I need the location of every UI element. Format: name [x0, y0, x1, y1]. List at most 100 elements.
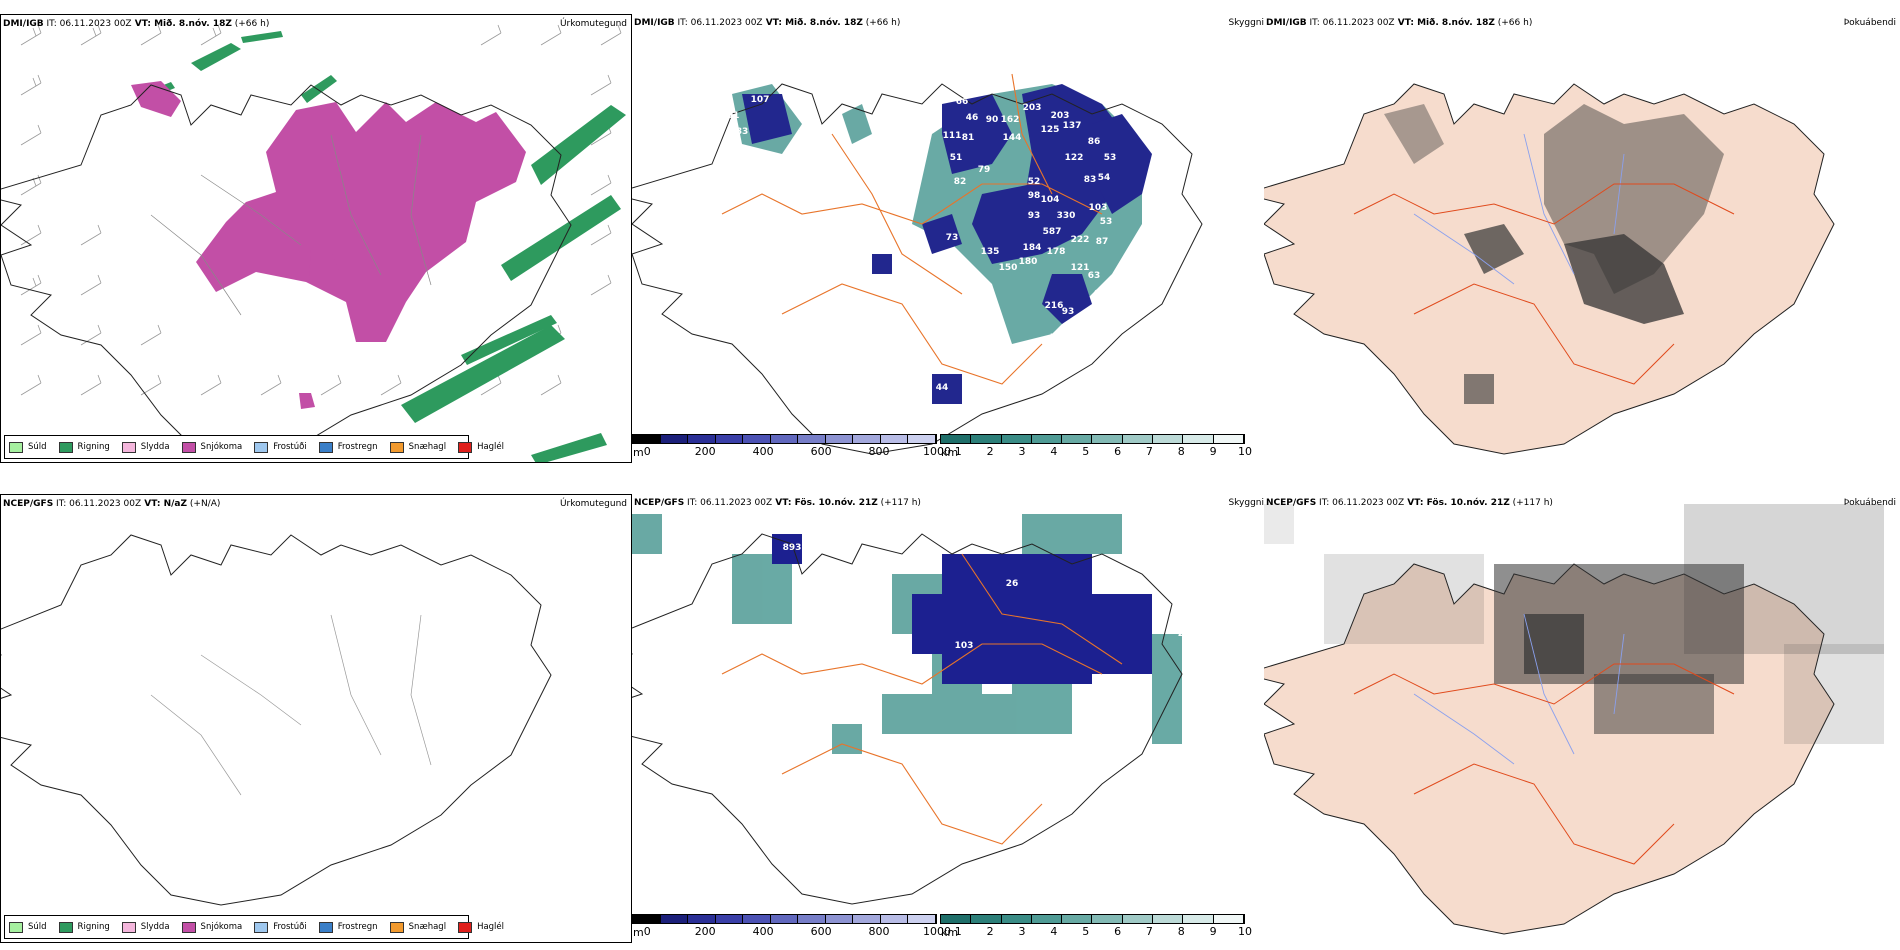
legend-label: Frostúði: [273, 922, 307, 932]
colorbar-segment: [660, 915, 689, 923]
cloudbase-value-label: 86: [1088, 137, 1101, 147]
legend-swatch: [389, 921, 404, 933]
colorbar-segment: [688, 915, 716, 923]
legend-swatch: [318, 441, 333, 453]
colorbar-segment: [1183, 435, 1214, 443]
colorbar-ramp: [940, 914, 1245, 924]
panel-gfs-fog: NCEP/GFS IT: 06.11.2023 00Z VT: Fös. 10.…: [1264, 494, 1900, 943]
cloudbase-value-label: 26: [1006, 579, 1019, 589]
rivers: [150, 614, 432, 796]
colorbar-tick-label: 8: [1177, 445, 1185, 458]
colorbar-segment: [1213, 435, 1244, 443]
cloudbase-unit: m: [633, 446, 644, 459]
legend-swatch: [458, 441, 473, 453]
colorbar-segment: [633, 915, 661, 923]
colorbar-tick-label: 5: [1082, 445, 1090, 458]
cloudbase-value-label: 222: [1071, 235, 1090, 245]
colorbar-segment: [853, 915, 881, 923]
iceland-map-fog: [1264, 83, 1835, 455]
colorbar-tick-label: 8: [1177, 925, 1185, 938]
colorbar-segment: [941, 915, 972, 923]
cloudbase-value-label: 66: [956, 97, 969, 107]
legend-label: Súld: [28, 922, 47, 932]
colorbar-tick-label: 400: [752, 925, 774, 938]
cloudbase-value-label: 51: [1050, 333, 1063, 343]
cloudbase-value-label: 150: [999, 263, 1018, 273]
colorbar-tick-label: 4: [1050, 925, 1058, 938]
cloudbase-value-label: 203: [1023, 103, 1042, 113]
visibility-colorbar: 1 2 3 4 5 6 7 8 9 10: [940, 434, 1252, 458]
colorbar-tick-label: 4: [1050, 445, 1058, 458]
panel-type: Skyggni: [1228, 498, 1264, 508]
legend-swatch: [181, 441, 196, 453]
cloudbase-value-label: 103: [1089, 203, 1108, 213]
legend-swatch: [458, 921, 473, 933]
cloudbase-value-label: 46: [966, 113, 979, 123]
legend-label: Snjókoma: [200, 922, 243, 932]
legend-item: Snjókoma: [181, 441, 242, 453]
colorbar-segment: [1183, 915, 1214, 923]
colorbar-segment: [770, 435, 799, 443]
legend-item: Snjókoma: [181, 921, 243, 933]
rivers: [150, 134, 432, 316]
legend-item: Súld: [9, 441, 47, 453]
legend-item: Súld: [9, 921, 47, 933]
legend-item: Snæhagl: [389, 441, 446, 453]
colorbar-tick-label: 5: [1082, 925, 1090, 938]
colorbar-ticks: 1 2 3 4 5 6 7 8 9 10: [940, 444, 1252, 458]
colorbar-segment: [1153, 435, 1184, 443]
colorbar-segment: [660, 435, 689, 443]
colorbar-segment: [1001, 435, 1032, 443]
legend-swatch: [318, 921, 333, 933]
legend-label: Frostregn: [337, 922, 378, 932]
colorbar-tick-label: 6: [1114, 445, 1122, 458]
cloudbase-value-label: 123: [853, 257, 872, 267]
cloudbase-value-label: 122: [1065, 153, 1084, 163]
panel-title: NCEP/GFS IT: 06.11.2023 00Z VT: Fös. 10.…: [1266, 498, 1553, 508]
cloudbase-value-label: 125: [1041, 125, 1060, 135]
cloudbase-colorbar: 0 200 400 600 800 1000: [632, 914, 951, 938]
colorbar-tick-label: 9: [1209, 445, 1217, 458]
legend-swatch: [121, 441, 136, 453]
legend-swatch: [181, 921, 196, 933]
cloudbase-value-label: 178: [1047, 247, 1066, 257]
cloudbase-value-label: 98: [1028, 191, 1041, 201]
colorbar-tick-label: 800: [868, 925, 890, 938]
roads: [721, 553, 1123, 845]
colorbar-tick-label: 7: [1145, 445, 1153, 458]
colorbar-tick-label: 600: [810, 445, 832, 458]
legend-item: Slydda: [121, 921, 170, 933]
legend-label: Rigning: [77, 922, 110, 932]
colorbar-ticks: 1 2 3 4 5 6 7 8 9 10: [940, 924, 1252, 938]
land: [1264, 83, 1835, 455]
cloudbase-value-label: 53: [1100, 217, 1113, 227]
colorbar-segment: [1092, 435, 1123, 443]
precip-type-legend: Súld Rigning Slydda Snjókoma Frostúði Frostre…: [4, 915, 504, 939]
legend-swatch: [121, 921, 136, 933]
legend-label: Haglél: [477, 442, 505, 452]
legend-label: Súld: [28, 442, 47, 452]
cloudbase-value-label: 25: [1178, 629, 1191, 639]
cloudbase-colorbar: 0 200 400 600 800 1000: [632, 434, 951, 458]
cloudbase-value-label: 103: [955, 641, 974, 651]
iceland-map-precip-gfs: [1, 534, 552, 906]
legend-swatch: [254, 921, 269, 933]
panel-title: NCEP/GFS IT: 06.11.2023 00Z VT: N/aZ (+N…: [3, 499, 221, 509]
cloudbase-value-label: 101: [721, 111, 740, 121]
colorbar-segment: [1153, 915, 1184, 923]
colorbar-segment: [798, 435, 826, 443]
colorbar-segment: [853, 435, 881, 443]
colorbar-tick-label: 6: [1114, 925, 1122, 938]
colorbar-segment: [1031, 435, 1063, 443]
cloudbase-value-label: 79: [978, 165, 991, 175]
snow-areas: [131, 81, 526, 409]
panel-gfs-cloudbase: 893 26 103 25 NCEP/GFS IT: 06.11.2023 00Z V…: [632, 494, 1264, 943]
colorbar-tick-label: 600: [810, 925, 832, 938]
legend-item: Rigning: [58, 441, 110, 453]
panel-type: Skyggni: [1228, 18, 1264, 28]
cloudbase-value-label: 52: [1028, 177, 1041, 187]
cloudbase-value-label: 93: [1062, 307, 1075, 317]
legend-item: Haglél: [458, 921, 504, 933]
colorbar-segment: [743, 435, 771, 443]
